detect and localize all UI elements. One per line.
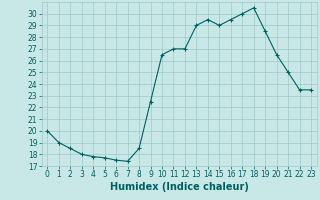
X-axis label: Humidex (Indice chaleur): Humidex (Indice chaleur)	[110, 182, 249, 192]
